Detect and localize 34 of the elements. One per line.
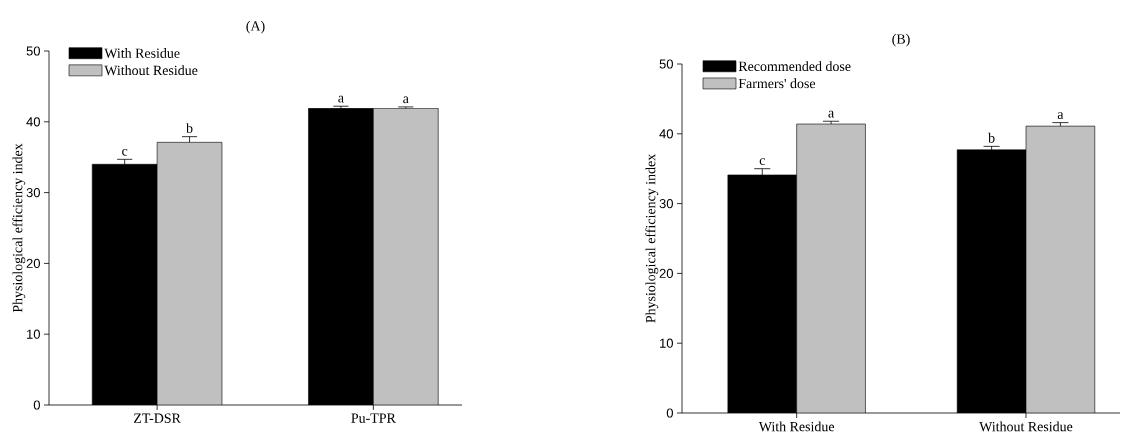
annotation: b bbox=[186, 123, 193, 133]
annotation: a bbox=[403, 96, 409, 104]
annotation: c bbox=[122, 148, 128, 156]
y-tick-label: 10 bbox=[660, 338, 673, 348]
annotation: a bbox=[338, 95, 344, 103]
legend-label: Farmers' dose bbox=[738, 78, 816, 89]
legend-label: Recommended dose bbox=[738, 61, 851, 72]
legend-label: With Residue bbox=[104, 48, 180, 58]
chart-title: (A) bbox=[246, 20, 265, 34]
y-tick-label: 0 bbox=[666, 408, 673, 418]
annotation: b bbox=[988, 132, 995, 143]
y-tick-label: 40 bbox=[26, 117, 40, 127]
annotation: a bbox=[1057, 112, 1064, 119]
y-tick-label: 50 bbox=[26, 46, 40, 56]
bar bbox=[373, 108, 439, 405]
x-tick-label: Pu-TPR bbox=[351, 413, 396, 423]
y-tick-label: 30 bbox=[659, 199, 673, 209]
y-axis-title: Physiological efficiency index bbox=[12, 143, 26, 313]
y-tick-label: 20 bbox=[659, 268, 673, 278]
annotation: a bbox=[828, 110, 834, 118]
y-tick-label: 0 bbox=[33, 400, 40, 410]
bar bbox=[1025, 125, 1096, 413]
y-axis-title: Physiological efficiency index bbox=[645, 153, 659, 323]
chart-title: (B) bbox=[892, 33, 910, 47]
bar bbox=[796, 123, 866, 413]
y-tick-label: 50 bbox=[659, 59, 673, 69]
y-tick-label: 40 bbox=[659, 129, 673, 139]
y-tick-label: 10 bbox=[27, 329, 40, 339]
legend-label: Without Residue bbox=[104, 65, 198, 76]
y-tick-label: 20 bbox=[26, 258, 40, 268]
bar bbox=[156, 142, 223, 405]
y-tick-label: 30 bbox=[26, 188, 40, 198]
annotation: c bbox=[759, 158, 765, 166]
x-tick-label: ZT-DSR bbox=[134, 413, 181, 423]
